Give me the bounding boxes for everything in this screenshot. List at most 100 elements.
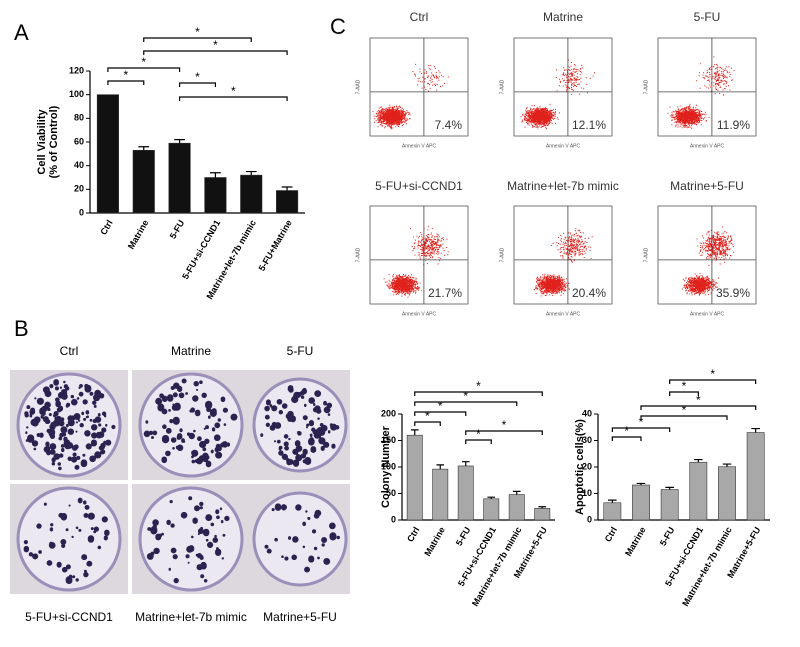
bar (603, 502, 622, 521)
bar (432, 468, 449, 521)
bar (168, 142, 191, 214)
flow-y-label: 7-AAD (643, 79, 649, 94)
colonies (143, 378, 238, 468)
bar (276, 190, 299, 214)
x-tick-label: Matrine (422, 525, 447, 558)
significance-bracket (669, 391, 699, 396)
error-bar (608, 499, 617, 503)
error-bar (751, 427, 760, 433)
plate-label: Matrine (171, 344, 211, 358)
flow-title: 5-FU+si-CCND1 (375, 179, 463, 193)
error-bar (174, 139, 185, 144)
colonies (146, 496, 230, 584)
y-tick-label: 50 (386, 488, 396, 498)
bar (689, 461, 708, 521)
flow-title: Ctrl (410, 10, 429, 24)
colonies (24, 379, 116, 471)
flow-title: 5-FU (694, 10, 721, 24)
flow-y-label: 7-AAD (355, 79, 361, 94)
y-tick-label: 10 (582, 488, 592, 498)
significance-bracket (143, 50, 288, 55)
y-axis-label: Cell Viability (36, 109, 48, 175)
panel-label: C (330, 14, 346, 39)
quadrant-lines (658, 38, 756, 136)
y-tick-label: 40 (582, 408, 592, 418)
flow-percent: 35.9% (716, 286, 750, 300)
plate-label: Matrine+5-FU (263, 610, 337, 624)
y-tick-label: 0 (391, 514, 396, 524)
y-tick-label: 120 (69, 65, 84, 75)
x-tick-label: Ctrl (98, 218, 114, 236)
flow-events (520, 59, 595, 130)
y-tick-label: 200 (381, 408, 396, 418)
bar (632, 484, 650, 521)
flow-y-label: 7-AAD (499, 247, 505, 262)
colonies (264, 503, 340, 573)
plate-label: 5-FU+si-CCND1 (25, 610, 113, 624)
y-tick-label: 100 (69, 89, 84, 99)
significance-bracket (611, 436, 642, 441)
significance-label: * (502, 418, 507, 432)
significance-label: * (682, 379, 687, 393)
significance-bracket (178, 96, 288, 101)
bar (483, 498, 500, 521)
significance-label: * (463, 389, 468, 403)
bar (132, 149, 155, 214)
x-tick-label: 5-FU+Matrine (257, 218, 294, 273)
quadrant-lines (658, 206, 756, 304)
y-tick-label: 30 (582, 435, 592, 445)
flow-x-label: Annexin V APC (546, 311, 581, 317)
significance-label: * (710, 367, 715, 381)
significance-bracket (640, 415, 728, 420)
panel-label: B (14, 316, 29, 341)
flow-percent: 12.1% (572, 118, 606, 132)
error-bar (487, 496, 496, 499)
flow-title: Matrine+let-7b mimic (507, 179, 619, 193)
significance-label: * (624, 424, 629, 438)
x-tick-label: 5-FU (454, 525, 473, 547)
significance-bracket (414, 411, 467, 416)
flow-x-label: Annexin V APC (402, 143, 437, 149)
significance-label: * (682, 403, 687, 417)
significance-label: * (141, 55, 146, 69)
significance-label: * (195, 70, 200, 84)
flow-frame (513, 205, 613, 305)
y-tick-label: 100 (381, 461, 396, 471)
x-tick-label: Ctrl (405, 525, 421, 543)
x-tick-label: 5-FU+si-CCND1 (180, 218, 222, 281)
x-tick-label: 5-FU (168, 218, 187, 240)
quadrant-lines (514, 206, 612, 304)
plate (138, 486, 244, 592)
significance-bracket (107, 80, 145, 85)
flow-percent: 7.4% (435, 118, 463, 132)
y-axis-label: (% of Control) (48, 105, 60, 178)
y-tick-label: 0 (79, 207, 84, 217)
flow-percent: 20.4% (572, 286, 606, 300)
significance-label: * (696, 393, 701, 407)
flow-percent: 11.9% (717, 118, 750, 132)
significance-bracket (611, 427, 671, 432)
significance-bracket (107, 67, 181, 72)
y-tick-label: 60 (74, 136, 84, 146)
flow-x-label: Annexin V APC (402, 311, 437, 317)
bar (718, 466, 736, 521)
bar (660, 489, 679, 521)
significance-bracket (640, 405, 757, 410)
error-bar (512, 490, 521, 495)
quadrant-lines (370, 206, 468, 304)
significance-label: * (639, 415, 644, 429)
significance-bracket (414, 401, 518, 406)
significance-label: * (123, 68, 128, 82)
bar (534, 508, 551, 521)
error-bar (410, 429, 419, 436)
significance-label: * (231, 84, 236, 98)
y-axis-label: Colony Number (380, 425, 392, 508)
bar (96, 94, 119, 214)
bar (240, 174, 263, 214)
error-bar (461, 461, 470, 466)
flow-x-label: Annexin V APC (546, 143, 581, 149)
error-bar (436, 464, 445, 470)
flow-frame (513, 37, 613, 137)
error-bar (538, 506, 547, 509)
